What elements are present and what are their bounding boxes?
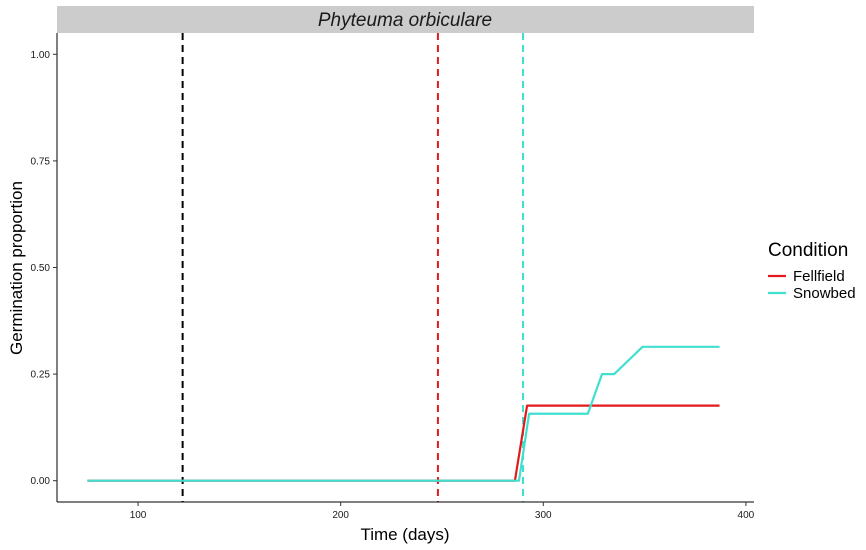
y-tick-label: 0.25 bbox=[31, 370, 51, 381]
legend-label-snowbed: Snowbed bbox=[793, 285, 856, 302]
y-axis-ticks: 0.00 0.25 0.50 0.75 1.00 bbox=[31, 50, 57, 487]
x-tick-label: 400 bbox=[738, 510, 755, 521]
y-tick-label: 0.50 bbox=[31, 263, 51, 274]
legend-label-fellfield: Fellfield bbox=[793, 268, 845, 285]
strip-background bbox=[57, 6, 754, 33]
y-tick-label: 1.00 bbox=[31, 50, 51, 61]
x-tick-label: 300 bbox=[535, 510, 552, 521]
chart-title: Phyteuma orbiculare bbox=[318, 10, 492, 31]
reference-lines bbox=[181, 33, 525, 502]
y-axis-title: Germination proportion bbox=[7, 181, 26, 355]
legend-title: Condition bbox=[768, 240, 848, 261]
x-tick-label: 200 bbox=[332, 510, 349, 521]
x-tick-label: 100 bbox=[130, 510, 147, 521]
series-line-snowbed bbox=[87, 345, 720, 482]
y-tick-label: 0.00 bbox=[31, 476, 51, 487]
x-axis-title: Time (days) bbox=[360, 525, 449, 544]
data-series bbox=[87, 345, 720, 482]
y-tick-label: 0.75 bbox=[31, 156, 51, 167]
x-axis-ticks: 100 200 300 400 bbox=[130, 502, 755, 521]
